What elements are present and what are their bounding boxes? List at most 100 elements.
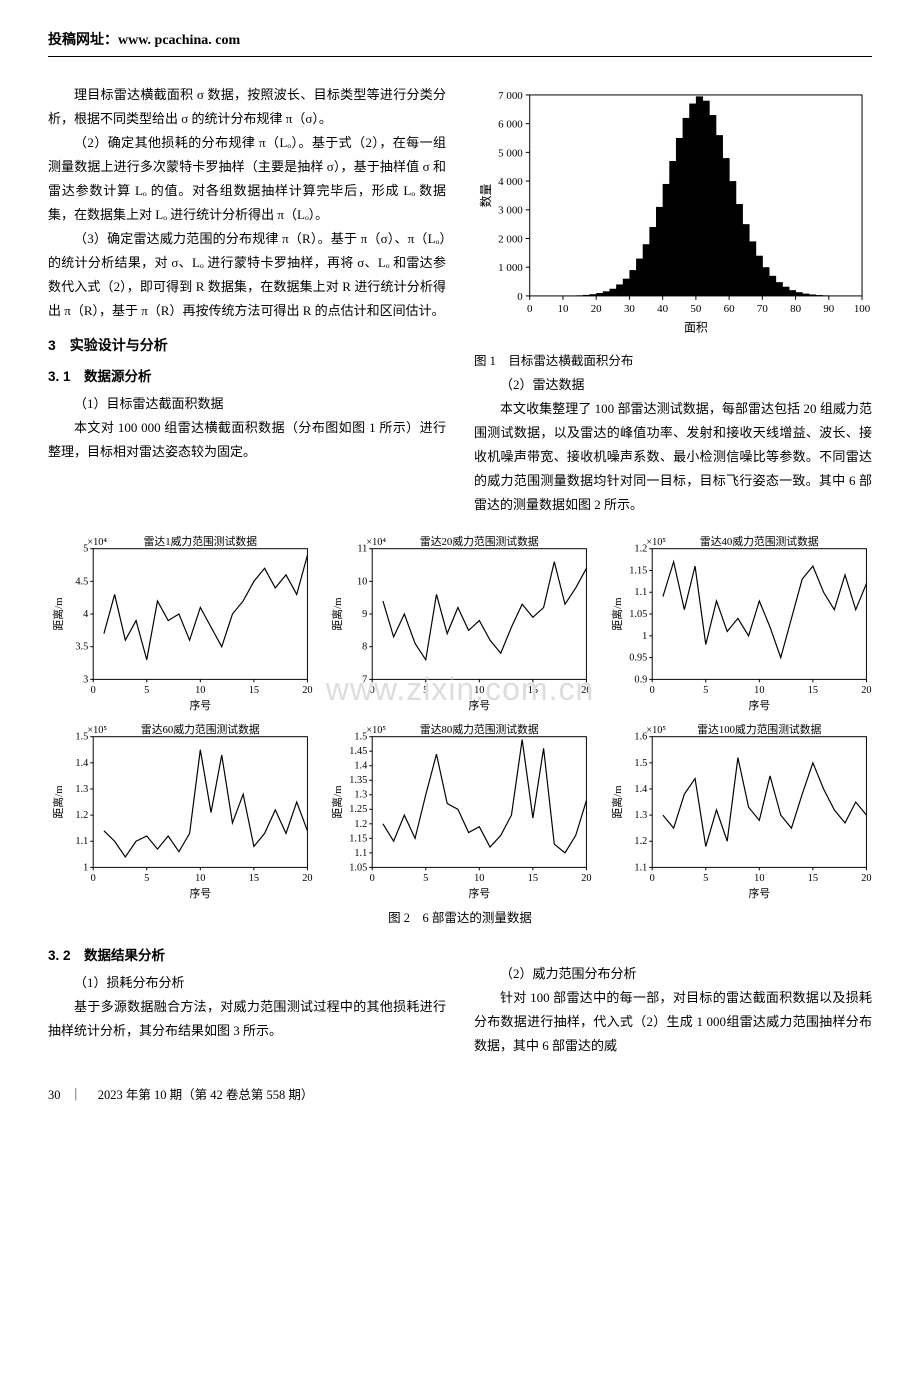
bottom-left-column: 3. 2 数据结果分析 （1）损耗分布分析 基于多源数据融合方法，对威力范围测试… bbox=[48, 938, 446, 1058]
svg-text:5: 5 bbox=[424, 873, 429, 884]
svg-text:20: 20 bbox=[582, 685, 592, 696]
para-loss-analysis: 基于多源数据融合方法，对威力范围测试过程中的其他损耗进行抽样统计分析，其分布结果… bbox=[48, 995, 446, 1043]
svg-text:序号: 序号 bbox=[748, 698, 770, 712]
svg-text:3.5: 3.5 bbox=[75, 642, 88, 653]
svg-text:0: 0 bbox=[527, 303, 533, 315]
svg-text:1 000: 1 000 bbox=[498, 262, 523, 274]
svg-text:0.9: 0.9 bbox=[634, 674, 647, 685]
section-3-1-heading: 3. 1 数据源分析 bbox=[48, 365, 446, 390]
svg-text:10: 10 bbox=[195, 685, 205, 696]
svg-text:0: 0 bbox=[370, 685, 375, 696]
svg-text:1.5: 1.5 bbox=[355, 731, 368, 742]
svg-text:10: 10 bbox=[557, 303, 568, 315]
svg-text:1.05: 1.05 bbox=[629, 609, 647, 620]
svg-text:1.4: 1.4 bbox=[634, 784, 647, 795]
svg-text:×10⁵: ×10⁵ bbox=[87, 725, 107, 736]
svg-text:5: 5 bbox=[144, 873, 149, 884]
svg-text:3: 3 bbox=[83, 674, 88, 685]
svg-text:距离/m: 距离/m bbox=[609, 597, 623, 631]
svg-text:90: 90 bbox=[823, 303, 834, 315]
svg-text:15: 15 bbox=[528, 873, 538, 884]
svg-text:0: 0 bbox=[517, 291, 523, 303]
svg-text:1.15: 1.15 bbox=[350, 833, 368, 844]
svg-text:10: 10 bbox=[474, 873, 484, 884]
svg-text:面积: 面积 bbox=[684, 321, 708, 335]
svg-text:5 000: 5 000 bbox=[498, 147, 523, 159]
svg-text:雷达40威力范围测试数据: 雷达40威力范围测试数据 bbox=[700, 534, 819, 548]
svg-text:15: 15 bbox=[249, 685, 259, 696]
svg-text:1.4: 1.4 bbox=[75, 758, 88, 769]
item-2-radar-data: （2）雷达数据 bbox=[474, 373, 872, 397]
svg-text:40: 40 bbox=[657, 303, 668, 315]
figure-2-grid: ×10⁴雷达1威力范围测试数据33.544.5505101520序号距离/m×1… bbox=[48, 531, 872, 901]
figure-1-histogram: 01 0002 0003 0004 0005 0006 0007 0000102… bbox=[474, 83, 872, 350]
radar-panel-1: ×10⁴雷达1威力范围测试数据33.544.5505101520序号距离/m bbox=[48, 531, 313, 713]
header-rule bbox=[48, 56, 872, 57]
item-1-rcs-data: （1）目标雷达截面积数据 bbox=[48, 392, 446, 416]
svg-text:×10⁴: ×10⁴ bbox=[367, 537, 387, 548]
svg-text:1.3: 1.3 bbox=[75, 784, 88, 795]
para-rcs-data: 本文对 100 000 组雷达横截面积数据（分布图如图 1 所示）进行整理，目标… bbox=[48, 416, 446, 464]
svg-text:1.6: 1.6 bbox=[634, 731, 647, 742]
svg-text:序号: 序号 bbox=[469, 886, 491, 900]
svg-text:5: 5 bbox=[703, 873, 708, 884]
item-range-analysis: （2）威力范围分布分析 bbox=[474, 962, 872, 986]
svg-text:5: 5 bbox=[703, 685, 708, 696]
figure-1-caption: 图 1 目标雷达横截面积分布 bbox=[474, 350, 872, 373]
svg-text:1.1: 1.1 bbox=[634, 862, 647, 873]
svg-text:序号: 序号 bbox=[190, 698, 212, 712]
page-footer: 30 ｜ 2023 年第 10 期（第 42 卷总第 558 期） bbox=[48, 1084, 872, 1107]
svg-text:30: 30 bbox=[624, 303, 635, 315]
svg-text:20: 20 bbox=[302, 685, 312, 696]
svg-text:×10⁵: ×10⁵ bbox=[646, 725, 666, 736]
main-two-column: 理目标雷达横截面积 σ 数据，按照波长、目标类型等进行分类分析，根据不同类型给出… bbox=[48, 83, 872, 517]
svg-text:9: 9 bbox=[362, 609, 367, 620]
svg-text:序号: 序号 bbox=[748, 886, 770, 900]
svg-text:0: 0 bbox=[649, 873, 654, 884]
section-3-heading: 3 实验设计与分析 bbox=[48, 333, 446, 359]
header-submission-link: 投稿网址：www. pcachina. com bbox=[48, 28, 872, 54]
svg-text:15: 15 bbox=[528, 685, 538, 696]
svg-text:7 000: 7 000 bbox=[498, 90, 523, 102]
svg-text:0: 0 bbox=[91, 685, 96, 696]
svg-text:20: 20 bbox=[861, 685, 871, 696]
svg-text:5: 5 bbox=[83, 544, 88, 555]
svg-text:序号: 序号 bbox=[190, 886, 212, 900]
svg-text:距离/m: 距离/m bbox=[51, 785, 65, 819]
svg-text:0: 0 bbox=[91, 873, 96, 884]
para-r-distribution: （3）确定雷达威力范围的分布规律 π（R）。基于 π（σ）、π（Lₒ）的统计分析… bbox=[48, 227, 446, 323]
svg-text:20: 20 bbox=[302, 873, 312, 884]
svg-text:4: 4 bbox=[83, 609, 88, 620]
svg-text:1.1: 1.1 bbox=[355, 848, 368, 859]
svg-text:100: 100 bbox=[854, 303, 871, 315]
svg-text:80: 80 bbox=[790, 303, 801, 315]
svg-text:2 000: 2 000 bbox=[498, 233, 523, 245]
svg-text:4.5: 4.5 bbox=[75, 576, 88, 587]
para-lo-distribution: （2）确定其他损耗的分布规律 π（Lₒ）。基于式（2），在每一组测量数据上进行多… bbox=[48, 131, 446, 227]
bottom-right-column: （2）威力范围分布分析 针对 100 部雷达中的每一部，对目标的雷达截面积数据以… bbox=[474, 938, 872, 1058]
right-column: 01 0002 0003 0004 0005 0006 0007 0000102… bbox=[474, 83, 872, 517]
svg-text:70: 70 bbox=[757, 303, 768, 315]
svg-text:7: 7 bbox=[362, 674, 367, 685]
svg-text:10: 10 bbox=[754, 685, 764, 696]
svg-text:雷达1威力范围测试数据: 雷达1威力范围测试数据 bbox=[144, 534, 258, 548]
svg-text:1.45: 1.45 bbox=[350, 746, 368, 757]
header-link-prefix: 投稿网址： bbox=[48, 33, 118, 48]
svg-text:15: 15 bbox=[249, 873, 259, 884]
radar-panel-2: ×10⁴雷达20威力范围测试数据789101105101520序号距离/m bbox=[327, 531, 592, 713]
svg-text:1.3: 1.3 bbox=[355, 790, 368, 801]
svg-text:距离/m: 距离/m bbox=[330, 597, 344, 631]
svg-text:50: 50 bbox=[690, 303, 701, 315]
radar-panel-3: ×10⁵雷达40威力范围测试数据0.90.9511.051.11.151.205… bbox=[607, 531, 872, 713]
svg-text:8: 8 bbox=[362, 642, 367, 653]
svg-text:20: 20 bbox=[591, 303, 602, 315]
footer-divider: ｜ bbox=[70, 1088, 95, 1102]
svg-text:1.2: 1.2 bbox=[75, 810, 88, 821]
svg-text:1.2: 1.2 bbox=[355, 819, 368, 830]
svg-text:距离/m: 距离/m bbox=[609, 785, 623, 819]
svg-text:×10⁵: ×10⁵ bbox=[646, 537, 666, 548]
radar-panel-5: ×10⁵雷达80威力范围测试数据1.051.11.151.21.251.31.3… bbox=[327, 719, 592, 901]
svg-text:10: 10 bbox=[357, 576, 367, 587]
para-range-analysis: 针对 100 部雷达中的每一部，对目标的雷达截面积数据以及损耗分布数据进行抽样，… bbox=[474, 986, 872, 1058]
svg-text:1.5: 1.5 bbox=[634, 758, 647, 769]
